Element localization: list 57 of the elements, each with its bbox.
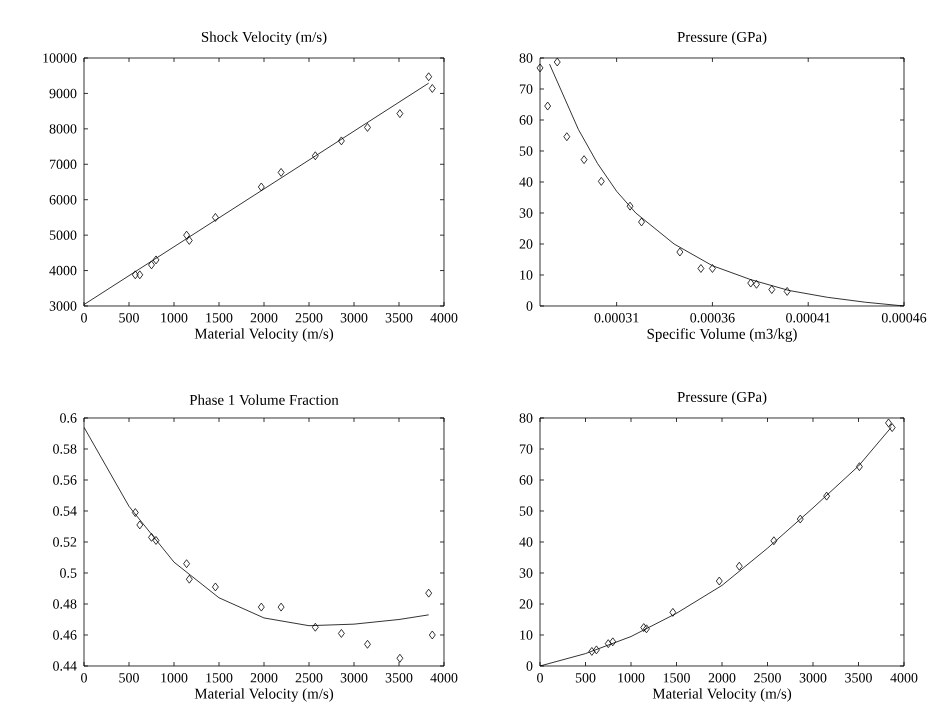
point bbox=[676, 247, 684, 257]
point bbox=[425, 588, 433, 598]
point bbox=[536, 63, 544, 73]
point bbox=[638, 217, 645, 227]
point bbox=[148, 260, 155, 270]
point bbox=[277, 602, 285, 612]
point bbox=[747, 278, 755, 288]
point bbox=[183, 559, 190, 569]
point bbox=[338, 136, 345, 146]
point bbox=[563, 132, 571, 142]
point bbox=[856, 462, 863, 472]
point bbox=[643, 624, 650, 634]
point bbox=[152, 536, 160, 545]
point bbox=[311, 622, 319, 632]
point bbox=[735, 561, 743, 571]
point bbox=[626, 201, 634, 211]
point bbox=[212, 213, 219, 222]
point bbox=[697, 264, 705, 273]
point bbox=[588, 647, 596, 656]
point bbox=[428, 630, 436, 640]
point bbox=[770, 536, 778, 546]
point bbox=[425, 72, 433, 82]
point bbox=[212, 582, 219, 592]
point bbox=[597, 176, 605, 186]
point bbox=[136, 270, 144, 280]
point bbox=[709, 264, 716, 273]
point bbox=[669, 607, 677, 617]
point bbox=[277, 168, 285, 177]
point bbox=[136, 520, 144, 530]
point bbox=[185, 236, 193, 245]
point bbox=[640, 623, 648, 632]
point bbox=[311, 151, 319, 161]
point bbox=[783, 287, 791, 296]
point bbox=[823, 491, 831, 501]
point bbox=[604, 639, 612, 649]
point bbox=[257, 182, 265, 192]
point bbox=[338, 629, 345, 638]
point bbox=[185, 574, 193, 584]
point bbox=[183, 230, 190, 240]
point bbox=[131, 270, 139, 280]
point bbox=[396, 653, 404, 663]
point bbox=[131, 508, 139, 517]
point bbox=[580, 155, 588, 165]
point bbox=[609, 637, 617, 647]
point bbox=[753, 279, 760, 289]
point bbox=[544, 101, 552, 111]
point bbox=[257, 602, 265, 612]
point bbox=[553, 57, 561, 67]
point bbox=[364, 123, 371, 132]
point bbox=[796, 514, 804, 524]
point bbox=[593, 645, 600, 655]
point bbox=[768, 285, 776, 294]
point bbox=[715, 576, 723, 586]
point bbox=[396, 109, 404, 119]
point bbox=[152, 255, 160, 265]
point bbox=[148, 532, 155, 542]
point bbox=[364, 639, 371, 649]
